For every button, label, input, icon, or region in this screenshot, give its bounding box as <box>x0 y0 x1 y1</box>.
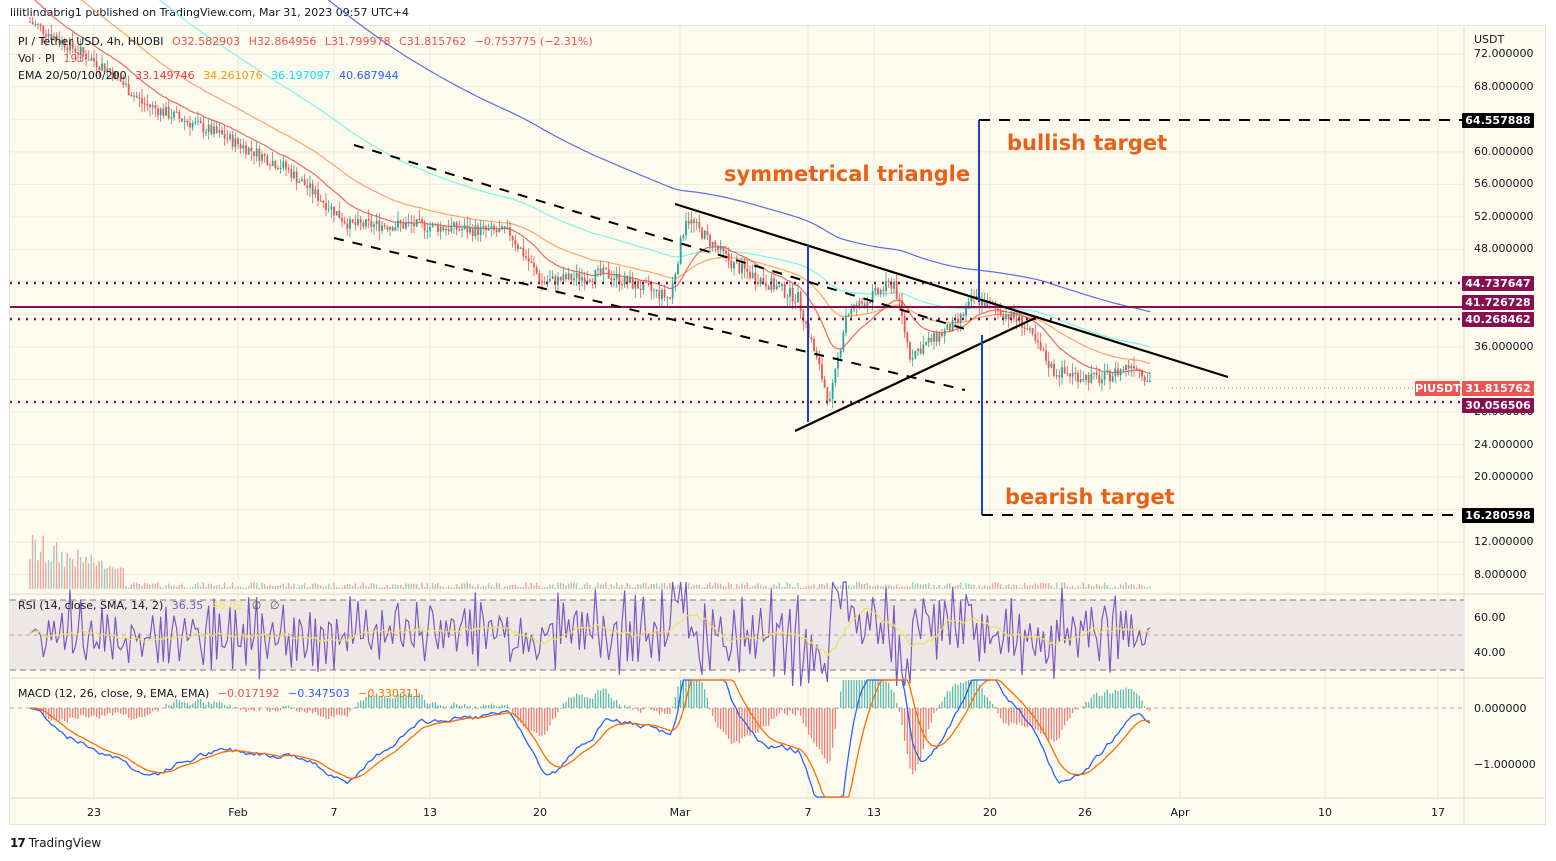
time-tick: Mar <box>669 806 691 819</box>
time-tick: 26 <box>1078 806 1092 819</box>
last-price-label: 31.815762 <box>1462 381 1534 396</box>
price-tick: 60.000000 <box>1474 144 1534 158</box>
macd-tick: −1.000000 <box>1474 758 1536 771</box>
support-price-label: 30.056506 <box>1462 398 1534 413</box>
price-tick: 48.000000 <box>1474 242 1534 256</box>
price-tick: 12.000000 <box>1474 535 1534 549</box>
macd-legend: MACD (12, 26, close, 9, EMA, EMA) −0.017… <box>18 687 425 700</box>
time-tick: 10 <box>1318 806 1332 819</box>
ema-label[interactable]: EMA 20/50/100/200 <box>18 69 127 82</box>
rsi-na-value: ∅ <box>269 599 280 612</box>
time-tick: 13 <box>867 806 881 819</box>
open-value: O32.582903 <box>172 35 241 48</box>
rsi-na-value: ∅ <box>251 599 262 612</box>
chart-grid <box>10 26 1464 798</box>
ema20-value: 33.149746 <box>135 69 195 82</box>
volume-value: 193 <box>63 52 85 65</box>
volume-label[interactable]: Vol · PI <box>18 52 55 65</box>
price-tick: 68.000000 <box>1474 79 1534 93</box>
time-tick: 7 <box>330 806 338 819</box>
ema100-value: 36.197097 <box>271 69 331 82</box>
ema-legend: EMA 20/50/100/200 33.149746 34.261076 36… <box>18 69 404 82</box>
tradingview-logo-icon: 17 <box>10 836 26 850</box>
level-price-label: 41.726728 <box>1462 295 1534 310</box>
symbol-price-tag: PIUSDT <box>1415 381 1461 396</box>
macd-signal-value: −0.330311 <box>358 687 420 700</box>
macd-signal-line <box>29 679 1151 798</box>
rsi-tick: 60.00 <box>1474 611 1506 624</box>
time-tick: 13 <box>423 806 437 819</box>
ema50-line <box>80 0 1151 365</box>
level-price-label: 40.268462 <box>1462 312 1534 327</box>
rsi-value: 36.35 <box>171 599 204 612</box>
macd-histogram <box>32 680 1151 775</box>
chart-frame[interactable] <box>9 25 1546 825</box>
currency-label: USDT <box>1474 33 1505 46</box>
macd-hist-value: −0.017192 <box>217 687 280 700</box>
ema50-value: 34.261076 <box>203 69 263 82</box>
triangle-upper-line <box>674 202 1229 379</box>
ohlc-legend: PI / Tether USD, 4h, HUOBI O32.582903 H3… <box>18 35 598 48</box>
level-price-label: 44.737647 <box>1462 276 1534 291</box>
price-tick: 36.000000 <box>1474 339 1534 353</box>
time-tick: Apr <box>1170 806 1190 819</box>
ema200-line <box>327 0 1151 313</box>
rsi-tick: 40.00 <box>1474 646 1506 659</box>
symbol-label[interactable]: PI / Tether USD, 4h, HUOBI <box>18 35 164 48</box>
rsi-sma-line <box>29 607 1151 658</box>
macd-tick: 0.000000 <box>1474 702 1527 715</box>
price-tick: 8.000000 <box>1474 567 1527 581</box>
rsi-line <box>29 581 1151 687</box>
bearish-target-annotation[interactable]: bearish target <box>1005 485 1175 509</box>
publish-info: lilitlindabrig1 published on TradingView… <box>10 6 409 19</box>
price-tick: 24.000000 <box>1474 437 1534 451</box>
rsi-sma-value: 46.02 <box>211 599 244 612</box>
tradingview-brand[interactable]: TradingView <box>28 836 102 850</box>
macd-line-value: −0.347503 <box>287 687 350 700</box>
symmetrical-triangle-annotation[interactable]: symmetrical triangle <box>724 162 971 186</box>
volume-legend: Vol · PI 193 <box>18 52 89 65</box>
bullish-target-price-label: 64.557888 <box>1462 113 1534 128</box>
triangle-lower-line <box>794 317 1036 432</box>
change-value: −0.753775 (−2.31%) <box>474 35 593 48</box>
bullish-target-annotation[interactable]: bullish target <box>1007 131 1168 155</box>
bearish-target-price-label: 16.280598 <box>1462 508 1534 523</box>
price-tick: 56.000000 <box>1474 177 1534 191</box>
price-tick: 52.000000 <box>1474 209 1534 223</box>
time-tick: 17 <box>1431 806 1445 819</box>
time-tick: 7 <box>804 806 812 819</box>
macd-line <box>29 679 1151 798</box>
rsi-legend: RSI (14, close, SMA, 14, 2) 36.35 46.02 … <box>18 599 284 612</box>
ema100-line <box>158 0 1151 348</box>
high-value: H32.864956 <box>248 35 317 48</box>
time-tick: 23 <box>87 806 101 819</box>
low-value: L31.799978 <box>324 35 391 48</box>
time-tick: 20 <box>983 806 997 819</box>
close-value: C31.815762 <box>399 35 467 48</box>
volume-bars <box>29 534 1151 589</box>
price-tick: 20.000000 <box>1474 470 1534 484</box>
rsi-label[interactable]: RSI (14, close, SMA, 14, 2) <box>18 599 164 612</box>
channel-lower-line <box>333 237 966 391</box>
macd-label[interactable]: MACD (12, 26, close, 9, EMA, EMA) <box>18 687 210 700</box>
price-tick: 72.000000 <box>1474 47 1534 61</box>
footer: 17 TradingView <box>10 836 101 850</box>
time-tick: 20 <box>533 806 547 819</box>
ema200-value: 40.687944 <box>339 69 399 82</box>
candlesticks <box>29 16 1151 409</box>
time-tick: Feb <box>228 806 248 819</box>
